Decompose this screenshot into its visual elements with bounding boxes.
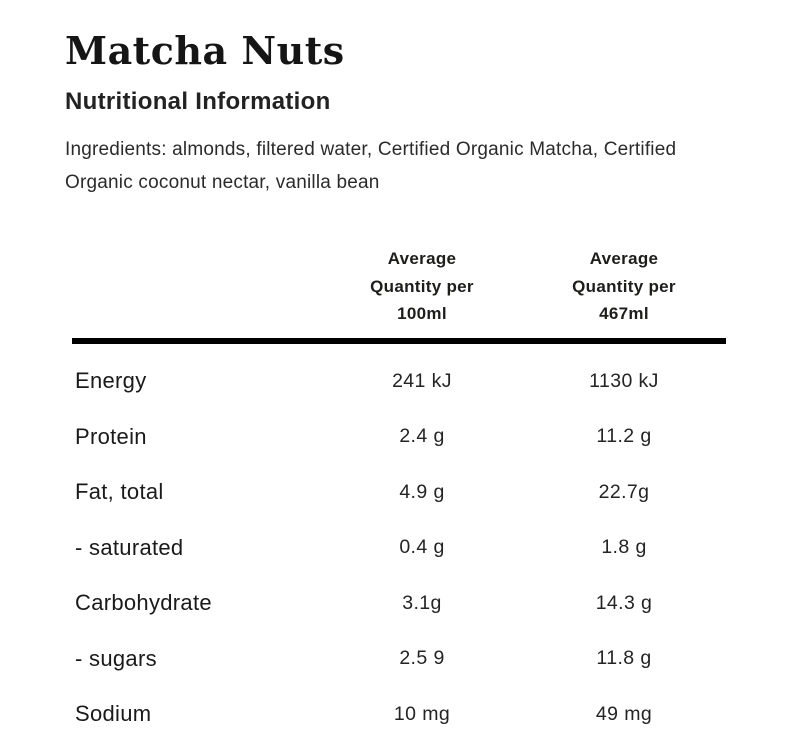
header-line: Quantity per: [572, 276, 676, 296]
product-title: Matcha Nuts: [65, 28, 345, 73]
value-per-100ml: 4.9 g: [399, 480, 445, 503]
table-row-sugars: - sugars 2.5 9 11.8 g: [72, 631, 726, 687]
nutrient-label: Protein: [75, 423, 147, 449]
nutrient-label: - sugars: [75, 645, 157, 671]
header-line: Average: [589, 249, 659, 269]
table-row-energy: Energy 241 kJ 1130 kJ: [72, 354, 726, 410]
table-body: Energy 241 kJ 1130 kJ Protein 2.4 g 11.2…: [72, 344, 726, 743]
value-per-467ml: 11.8 g: [596, 647, 652, 670]
nutrient-label: Carbohydrate: [75, 590, 212, 616]
value-per-100ml: 10 mg: [393, 702, 451, 725]
nutrition-table: Average Quantity per 100ml Average Quant…: [72, 245, 726, 742]
header-line: Quantity per: [370, 276, 474, 296]
header-per-100ml: Average Quantity per 100ml: [322, 245, 522, 328]
nutrient-label: - saturated: [75, 534, 184, 560]
nutrient-label: Energy: [75, 368, 147, 394]
value-per-100ml: 3.1g: [402, 591, 442, 614]
value-per-467ml: 14.3 g: [595, 591, 653, 614]
value-per-467ml: 11.2 g: [596, 425, 652, 448]
table-row-protein: Protein 2.4 g 11.2 g: [72, 409, 726, 465]
table-row-carbohydrate: Carbohydrate 3.1g 14.3 g: [72, 576, 726, 632]
header-line: 100ml: [397, 304, 447, 324]
value-per-467ml: 1130 kJ: [589, 369, 659, 392]
section-subtitle: Nutritional Information: [65, 87, 331, 115]
value-per-100ml: 2.4 g: [399, 425, 445, 448]
value-per-467ml: 49 mg: [595, 702, 653, 725]
nutrient-label: Fat, total: [75, 479, 164, 505]
table-row-fat-total: Fat, total 4.9 g 22.7g: [72, 465, 726, 521]
table-row-sodium: Sodium 10 mg 49 mg: [72, 687, 726, 743]
nutrient-label: Sodium: [75, 701, 152, 727]
value-per-100ml: 2.5 9: [399, 647, 445, 670]
header-line: Average: [387, 249, 457, 269]
value-per-467ml: 1.8 g: [601, 536, 647, 559]
table-row-saturated: - saturated 0.4 g 1.8 g: [72, 520, 726, 576]
value-per-100ml: 0.4 g: [399, 536, 445, 559]
ingredients-text: Ingredients: almonds, filtered water, Ce…: [65, 138, 677, 193]
value-per-467ml: 22.7g: [598, 480, 650, 503]
value-per-100ml: 241 kJ: [392, 369, 452, 392]
table-header-row: Average Quantity per 100ml Average Quant…: [72, 245, 726, 344]
header-line: 467ml: [599, 304, 649, 324]
header-nutrient-column: [72, 245, 322, 328]
header-per-467ml: Average Quantity per 467ml: [522, 245, 726, 328]
